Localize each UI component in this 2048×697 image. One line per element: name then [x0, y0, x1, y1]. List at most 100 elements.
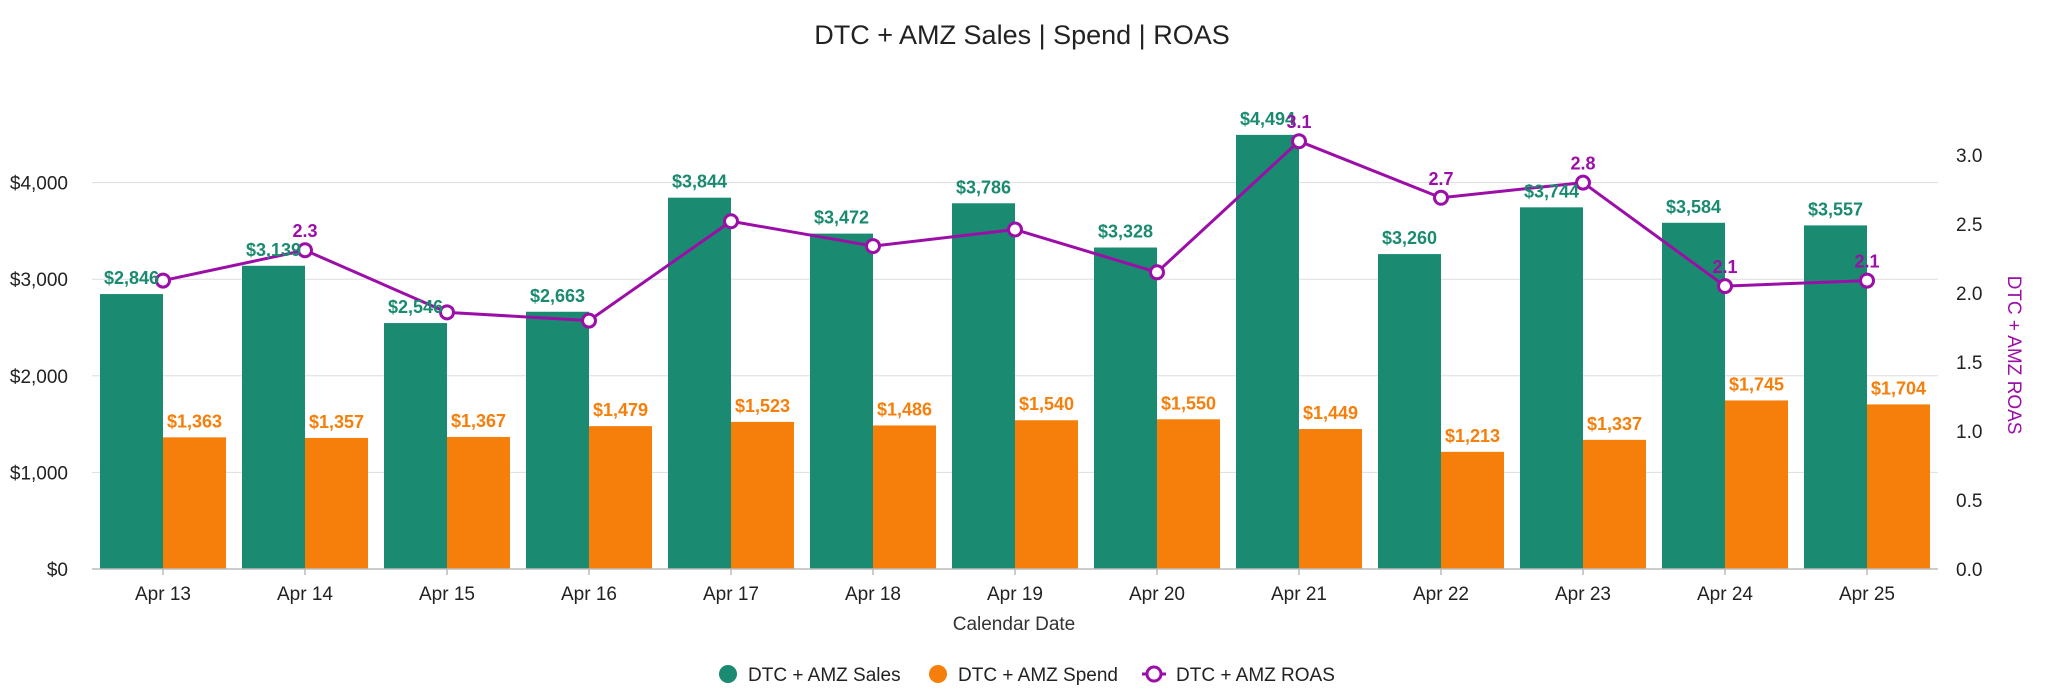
spend-value-label: $1,550 [1161, 393, 1216, 413]
y2-tick-label: 1.5 [1956, 353, 1982, 374]
spend-value-label: $1,213 [1445, 426, 1500, 446]
y2-tick-label: 3.0 [1956, 146, 1982, 167]
chart-title: DTC + AMZ Sales | Spend | ROAS [814, 20, 1229, 50]
roas-point [1575, 174, 1591, 191]
y2-tick-label: 0.5 [1956, 491, 1982, 512]
roas-point [1859, 272, 1875, 289]
legend-spend-label: DTC + AMZ Spend [958, 665, 1118, 686]
spend-value-label: $1,479 [593, 400, 648, 420]
sales-value-label: $3,557 [1808, 199, 1863, 219]
legend-roas-marker [1145, 665, 1163, 683]
sales-value-label: $2,846 [104, 268, 159, 288]
spend-value-label: $1,745 [1729, 374, 1784, 394]
sales-bar [100, 294, 163, 569]
spend-value-label: $1,363 [167, 411, 222, 431]
legend-spend-swatch [929, 665, 947, 683]
sales-bar [810, 233, 873, 569]
y2-tick-label: 1.0 [1956, 422, 1982, 443]
spend-bar [1015, 420, 1078, 569]
sales-bar [668, 197, 731, 569]
legend: DTC + AMZ Sales DTC + AMZ Spend DTC + AM… [719, 665, 1335, 686]
sales-value-label: $3,584 [1666, 197, 1721, 217]
roas-point [723, 213, 739, 230]
x-tick-label: Apr 23 [1555, 584, 1611, 605]
y-tick-label: $0 [47, 560, 68, 581]
sales-value-label: $3,139 [246, 240, 301, 260]
y-tick-label: $1,000 [10, 463, 68, 484]
y-tick-label: $3,000 [10, 270, 68, 291]
spend-bar [589, 426, 652, 569]
y-tick-label: $2,000 [10, 367, 68, 388]
data-labels: $2,846 $1,363 $3,139 $1,357 2.3 $2,546 $1,367 $… [104, 109, 1926, 446]
sales-bar [1520, 207, 1583, 570]
sales-bar [1094, 247, 1157, 569]
roas-value-label: 2.1 [1712, 257, 1737, 277]
sales-value-label: $3,260 [1382, 228, 1437, 248]
x-tick-label: Apr 15 [419, 584, 475, 605]
sales-bar [952, 203, 1015, 569]
spend-bar [873, 425, 936, 569]
sales-bar [384, 323, 447, 569]
spend-bar [731, 421, 794, 569]
spend-value-label: $1,540 [1019, 394, 1074, 414]
sales-value-label: $4,494 [1240, 109, 1295, 129]
roas-point [297, 242, 313, 259]
spend-bar [305, 437, 368, 569]
spend-value-label: $1,523 [735, 396, 790, 416]
roas-point [1291, 133, 1307, 150]
spend-value-label: $1,449 [1303, 403, 1358, 423]
spend-value-label: $1,486 [877, 399, 932, 419]
roas-point [1433, 189, 1449, 206]
x-tick-label: Apr 18 [845, 584, 901, 605]
x-tick-label: Apr 17 [703, 584, 759, 605]
x-tick-label: Apr 22 [1413, 584, 1469, 605]
roas-point [439, 304, 455, 321]
roas-point [581, 312, 597, 329]
sales-value-label: $2,663 [530, 286, 585, 306]
roas-point [155, 272, 171, 289]
sales-bar [1236, 134, 1299, 570]
sales-bar [1662, 222, 1725, 570]
y-tick-label: $4,000 [10, 174, 68, 195]
roas-line-group [155, 133, 1875, 329]
roas-value-label: 2.7 [1428, 169, 1453, 189]
spend-bar [447, 436, 510, 569]
sales-value-label: $3,786 [956, 177, 1011, 197]
spend-bar [1725, 400, 1788, 569]
sales-bar [1804, 225, 1867, 569]
x-tick-label: Apr 13 [135, 584, 191, 605]
roas-point [1717, 278, 1733, 295]
x-tick-label: Apr 25 [1839, 584, 1895, 605]
spend-value-label: $1,367 [451, 411, 506, 431]
sales-value-label: $3,844 [672, 172, 727, 192]
spend-value-label: $1,357 [309, 412, 364, 432]
sales-value-label: $3,744 [1524, 181, 1579, 201]
roas-point [865, 238, 881, 255]
spend-bar [1299, 429, 1362, 569]
spend-bar [1583, 439, 1646, 569]
x-tick-label: Apr 21 [1271, 584, 1327, 605]
y2-tick-label: 2.0 [1956, 284, 1982, 305]
sales-value-label: $2,546 [388, 297, 443, 317]
x-tick-label: Apr 19 [987, 584, 1043, 605]
spend-value-label: $1,704 [1871, 378, 1926, 398]
legend-roas-label: DTC + AMZ ROAS [1176, 665, 1335, 686]
y2-tick-label: 0.0 [1956, 560, 1982, 581]
bars [100, 134, 1930, 570]
x-tick-label: Apr 14 [277, 584, 333, 605]
sales-value-label: $3,472 [814, 208, 869, 228]
roas-point [1149, 264, 1165, 281]
legend-sales-swatch [719, 665, 737, 683]
sales-bar [526, 311, 589, 569]
roas-value-label: 2.8 [1570, 154, 1595, 174]
roas-point [1007, 221, 1023, 238]
axes: $0 $1,000 $2,000 $3,000 $4,000 0.0 0.5 1.0 1.5 2.… [10, 146, 1983, 605]
y2-axis-title: DTC + AMZ ROAS [2003, 276, 2024, 435]
x-axis-title: Calendar Date [953, 614, 1076, 635]
x-tick-label: Apr 20 [1129, 584, 1185, 605]
spend-value-label: $1,337 [1587, 414, 1642, 434]
sales-bar [1378, 254, 1441, 570]
roas-value-label: 2.1 [1854, 252, 1879, 272]
